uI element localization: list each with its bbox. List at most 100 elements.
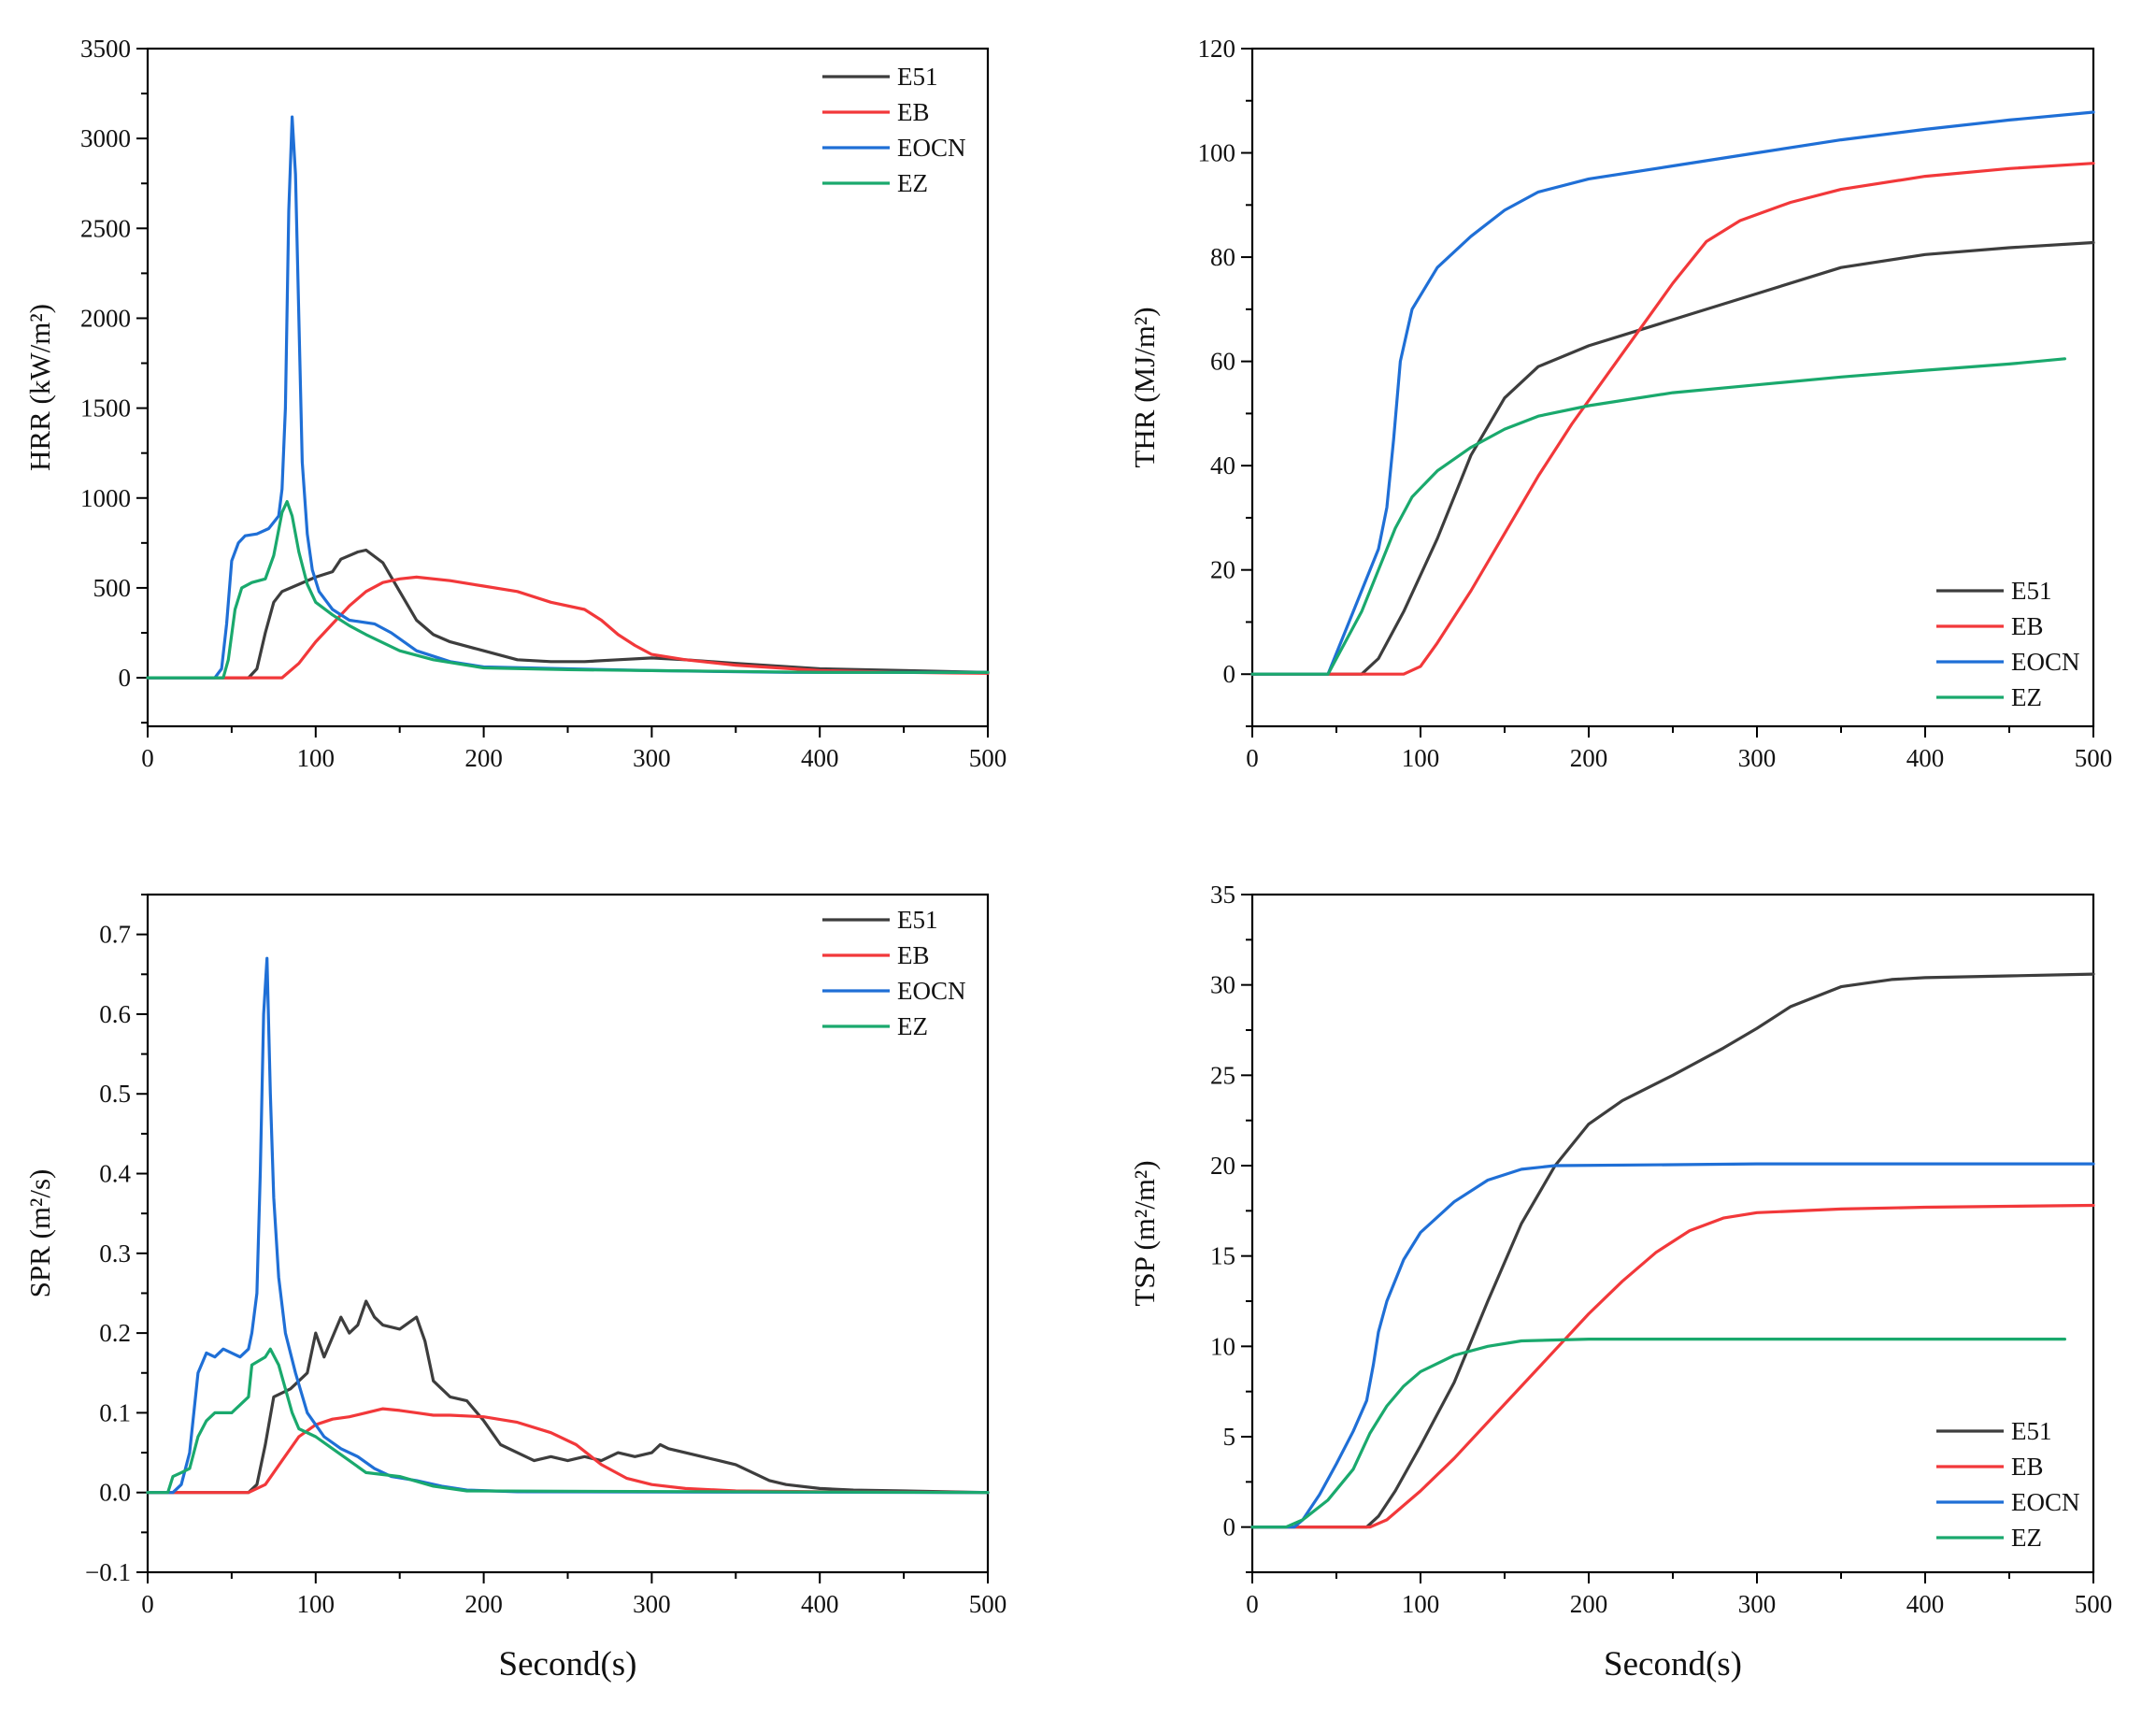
x-tick-label: 200 <box>464 744 503 772</box>
chart-tsp: 0 100 200 300 400 500 0 5 10 15 20 25 30 35 TSP (m²/m²… <box>1128 881 2112 1683</box>
x-tick-label: 100 <box>1402 744 1440 772</box>
x-axis-title: Second(s) <box>1604 1645 1742 1683</box>
legend-label-ez: EZ <box>897 1012 928 1040</box>
x-tick-label: 200 <box>464 1590 503 1618</box>
legend-label-e51: E51 <box>2011 1417 2052 1445</box>
y-tick-label: 0 <box>1223 1513 1236 1541</box>
y-axis-title: TSP (m²/m²) <box>1128 1160 1161 1306</box>
y-tick-label: 35 <box>1210 881 1235 909</box>
y-tick-label: 20 <box>1210 556 1235 584</box>
x-tick-label: 500 <box>2075 1590 2113 1618</box>
x-tick-label: 500 <box>969 1590 1007 1618</box>
series-line-eb <box>1250 1203 2095 1529</box>
chart-hrr: 0 100 200 300 400 500 0 500 1000 1500 2000 2500 3000… <box>23 35 1007 772</box>
series-line-e51 <box>146 1299 990 1495</box>
y-tick-label: 15 <box>1210 1242 1235 1270</box>
legend-label-eocn: EOCN <box>2011 648 2080 676</box>
y-tick-label: 20 <box>1210 1152 1235 1180</box>
legend-label-ez: EZ <box>897 169 928 197</box>
series-line-eb <box>146 575 990 680</box>
x-tick-label: 400 <box>1906 744 1945 772</box>
chart-thr: 0 100 200 300 400 500 0 20 40 60 80 100 120 THR (MJ/m… <box>1128 35 2112 772</box>
plot-frame <box>146 47 990 728</box>
y-tick-label: 0 <box>1223 660 1236 688</box>
y-tick-label: 60 <box>1210 348 1235 376</box>
x-tick-label: 300 <box>633 1590 671 1618</box>
y-tick-label: 0.4 <box>99 1160 131 1188</box>
series-line-eb <box>146 1407 990 1495</box>
x-tick-label: 500 <box>969 744 1007 772</box>
series-line-ez <box>1250 357 2066 676</box>
y-tick-label: 0 <box>119 664 132 692</box>
y-tick-label: 0.3 <box>99 1239 131 1268</box>
x-tick-label: 0 <box>1246 1590 1259 1618</box>
legend-label-eocn: EOCN <box>2011 1488 2080 1516</box>
legend-label-eocn: EOCN <box>897 134 966 162</box>
legend-label-e51: E51 <box>897 63 938 91</box>
y-tick-label: 40 <box>1210 451 1235 480</box>
legend-label-eb: EB <box>2011 1453 2044 1481</box>
legend: E51 EB EOCN EZ <box>822 906 966 1040</box>
legend-label-e51: E51 <box>2011 577 2052 605</box>
x-tick-label: 200 <box>1570 1590 1608 1618</box>
y-tick-label: 0.2 <box>99 1319 131 1347</box>
legend: E51 EB EOCN EZ <box>1936 577 2080 711</box>
y-tick-label: 0.1 <box>99 1398 131 1426</box>
legend-label-eb: EB <box>897 98 930 126</box>
y-tick-label: 0.5 <box>99 1080 131 1108</box>
y-tick-label: 120 <box>1198 35 1236 63</box>
x-tick-label: 300 <box>633 744 671 772</box>
legend-label-eocn: EOCN <box>897 977 966 1005</box>
x-tick-label: 400 <box>801 1590 839 1618</box>
y-tick-label: 1000 <box>80 484 131 512</box>
legend: E51 EB EOCN EZ <box>1936 1417 2080 1552</box>
series-line-ez <box>146 500 990 680</box>
x-tick-label: 100 <box>297 744 336 772</box>
x-tick-label: 300 <box>1738 1590 1777 1618</box>
y-tick-label: 0.6 <box>99 1000 131 1028</box>
x-axis-title: Second(s) <box>499 1645 637 1683</box>
y-tick-label: 0.0 <box>99 1479 131 1507</box>
y-tick-label: 2000 <box>80 304 131 332</box>
x-tick-label: 100 <box>297 1590 336 1618</box>
y-tick-label: 1500 <box>80 394 131 423</box>
y-axis-title: SPR (m²/s) <box>23 1169 56 1298</box>
x-tick-label: 0 <box>141 1590 154 1618</box>
series-line-ez <box>146 1347 990 1495</box>
legend: E51 EB EOCN EZ <box>822 63 966 197</box>
chart-spr: 0 100 200 300 400 500 −0.1 0.0 0.1 0.2 0.3 0.4 0.5 0.… <box>23 893 1007 1683</box>
y-tick-label: 500 <box>93 574 132 602</box>
legend-label-eb: EB <box>897 941 930 969</box>
x-tick-label: 100 <box>1402 1590 1440 1618</box>
legend-label-eb: EB <box>2011 612 2044 640</box>
y-tick-label: 80 <box>1210 243 1235 271</box>
x-tick-label: 300 <box>1738 744 1777 772</box>
series-line-eb <box>1250 162 2095 676</box>
x-tick-label: 400 <box>1906 1590 1945 1618</box>
series-line-ez <box>1250 1338 2066 1529</box>
y-axis-title: THR (MJ/m²) <box>1128 307 1161 467</box>
series-line-e51 <box>1250 240 2095 676</box>
plot-frame <box>1250 893 2095 1574</box>
series-line-e51 <box>146 548 990 680</box>
series-line-eocn <box>146 115 990 680</box>
y-tick-label: 3000 <box>80 124 131 152</box>
y-tick-label: 30 <box>1210 971 1235 999</box>
y-tick-label: 0.7 <box>99 921 131 949</box>
series-line-eocn <box>146 956 990 1495</box>
legend-label-ez: EZ <box>2011 1524 2042 1552</box>
x-tick-label: 200 <box>1570 744 1608 772</box>
legend-label-ez: EZ <box>2011 683 2042 711</box>
y-tick-label: 25 <box>1210 1061 1235 1089</box>
y-tick-label: 3500 <box>80 35 131 63</box>
x-tick-label: 0 <box>141 744 154 772</box>
series-line-eocn <box>1250 1162 2095 1529</box>
x-tick-label: 0 <box>1246 744 1259 772</box>
series-line-eocn <box>1250 110 2095 676</box>
y-tick-label: −0.1 <box>85 1558 131 1586</box>
legend-label-e51: E51 <box>897 906 938 934</box>
plot-frame <box>1250 47 2095 728</box>
x-tick-label: 500 <box>2075 744 2113 772</box>
